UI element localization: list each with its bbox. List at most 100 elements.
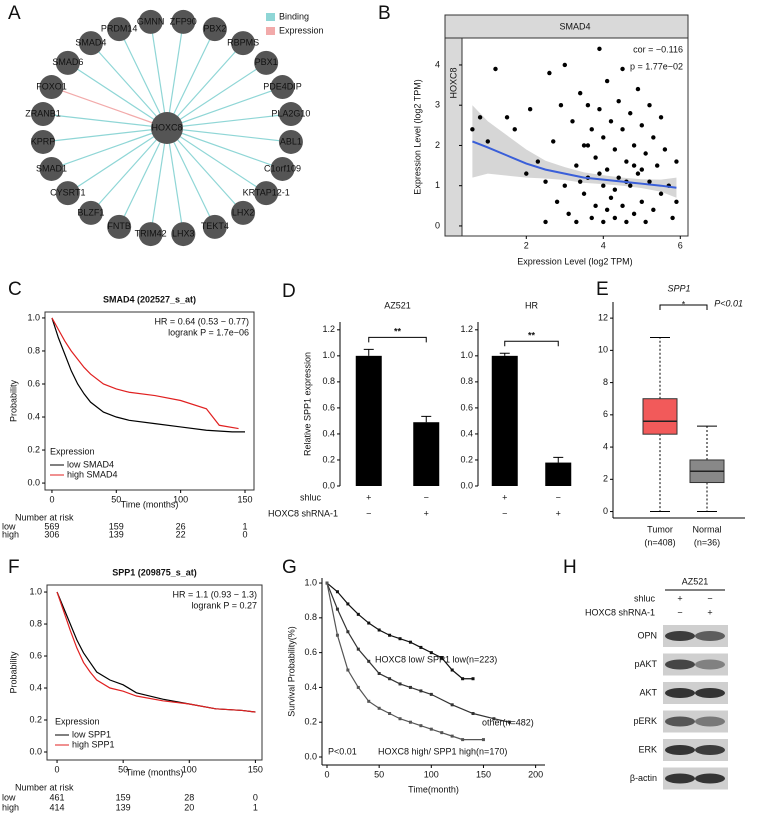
legend-label: high SMAD4 (67, 469, 118, 479)
network-node (39, 156, 64, 181)
network-node-label: PDE4DIP (263, 81, 302, 91)
panel-label: F (8, 557, 20, 578)
scatter-point (620, 66, 625, 72)
scatter-point (597, 171, 602, 176)
scatter-point (577, 90, 583, 96)
censor-mark (408, 720, 412, 724)
y-tick-label: 3 (435, 100, 440, 110)
censor-mark (377, 706, 381, 710)
bar (491, 355, 518, 486)
network-node (31, 129, 56, 154)
scatter-point (635, 86, 641, 92)
scatter-point (616, 175, 621, 180)
y-tick-label: 1.0 (27, 312, 40, 322)
y-tick-label: 0.4 (29, 682, 42, 692)
x-tick-label: Normal (692, 524, 721, 534)
scatter-point (535, 159, 541, 164)
network-node (278, 129, 303, 154)
scatter-point (562, 183, 567, 188)
row-label: β-actin (630, 773, 657, 783)
y-tick-label: 12 (598, 312, 608, 322)
network-edge (166, 28, 216, 129)
scatter-point (601, 135, 606, 140)
censor-mark (398, 717, 402, 721)
chart-title: SPP1 (209875_s_at) (112, 567, 197, 577)
row-label: ERK (638, 744, 657, 754)
x-axis-label: Time(month) (408, 784, 459, 794)
x-tick-label: 6 (678, 240, 683, 250)
censor-mark (429, 692, 433, 696)
legend-label: Expression (279, 25, 324, 35)
network-node (55, 181, 80, 206)
network-node-label: PLA2G10 (271, 108, 310, 118)
chart-title: SPP1 (667, 283, 690, 293)
network-node (138, 222, 163, 247)
risk-count: 306 (44, 529, 59, 539)
y-axis-label: Relative SPP1 expression (302, 352, 312, 456)
censor-mark (346, 668, 350, 672)
annotation: HR = 1.1 (0.93 − 1.3) (172, 589, 257, 599)
scatter-point (554, 199, 560, 204)
condition-mark: + (502, 492, 507, 502)
y-tick-label: 0.4 (304, 682, 317, 692)
scatter-point (570, 119, 575, 124)
censor-mark (367, 621, 371, 625)
scatter-point (608, 195, 614, 200)
scatter-point (593, 155, 598, 160)
y-tick-label: 0.6 (304, 647, 317, 657)
y-tick-label: 4 (435, 59, 440, 69)
network-node-label: BLZF1 (77, 207, 104, 217)
scatter-point (597, 107, 602, 112)
network-node (231, 200, 256, 225)
risk-count: 139 (109, 529, 124, 539)
y-tick-label: 1.0 (322, 350, 335, 360)
network-node-label: LHX2 (232, 207, 255, 217)
scatter-point (574, 163, 579, 168)
scatter-point (651, 207, 656, 213)
legend-swatch (266, 13, 275, 21)
network-node-label: TEKT4 (201, 221, 229, 231)
scatter-point (662, 147, 668, 152)
scatter-point (470, 127, 475, 132)
blot-band (665, 688, 695, 698)
significance-label: * (682, 299, 686, 309)
network-node-label: TRIM42 (135, 228, 167, 238)
censor-mark (492, 717, 496, 721)
survival-curve (56, 591, 256, 713)
network-node (138, 9, 163, 34)
bar (413, 422, 440, 486)
censor-mark (508, 720, 512, 724)
annotation: other(n=482) (482, 717, 534, 727)
risk-row-label: high (2, 529, 19, 539)
censor-mark (429, 727, 433, 731)
y-axis-label: Probability (8, 379, 18, 422)
bar (545, 462, 572, 486)
scatter-point (597, 46, 602, 52)
network-node (31, 102, 56, 127)
significance-bracket (659, 304, 708, 310)
network-node-label: SMAD1 (36, 163, 67, 173)
scatter-point (631, 163, 637, 168)
y-tick-label: 0.2 (460, 454, 473, 464)
censor-mark (398, 682, 402, 686)
chart-title: SMAD4 (202527_s_at) (103, 294, 196, 304)
risk-row-label: low (2, 521, 16, 531)
annotation: P<0.01 (714, 298, 743, 308)
risk-count: 28 (184, 792, 194, 802)
legend-label: Binding (279, 11, 309, 21)
y-tick-label: 0.6 (27, 378, 40, 388)
panel-label: C (8, 279, 22, 300)
scatter-point (608, 119, 614, 124)
plot-frame (44, 311, 255, 491)
blot-band (695, 745, 725, 755)
panel-label: E (596, 279, 609, 300)
strip-label: HOXC8 (448, 67, 458, 98)
condition-name: HOXC8 shRNA-1 (585, 607, 655, 617)
x-tick-label: 0 (55, 764, 60, 774)
y-tick-label: 0.6 (460, 402, 473, 412)
condition-mark: + (366, 492, 371, 502)
network-edge (43, 113, 168, 129)
x-tick-sublabel: (n=36) (694, 537, 720, 547)
censor-mark (419, 689, 423, 693)
blot-band (695, 659, 725, 670)
